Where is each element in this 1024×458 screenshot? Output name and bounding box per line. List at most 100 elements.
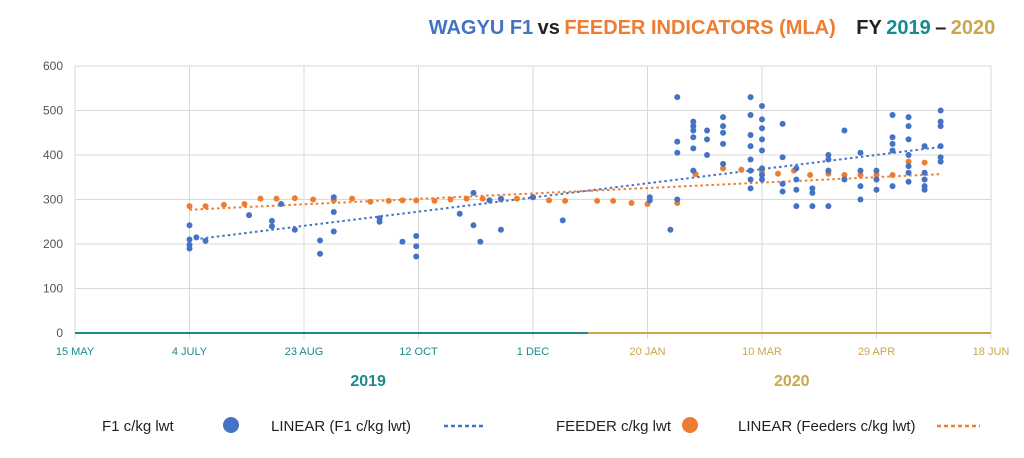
f1-point	[376, 215, 383, 222]
f1-point	[905, 123, 912, 130]
f1-point	[674, 94, 681, 101]
f1-point	[497, 226, 504, 233]
feeder-point	[447, 196, 454, 203]
f1-point	[937, 158, 944, 165]
x-tick-label: 1 DEC	[517, 346, 549, 358]
feeder-point	[367, 198, 374, 205]
legend: F1 c/kg lwt LINEAR (F1 c/kg lwt) FEEDER …	[102, 417, 980, 435]
f1-point	[905, 114, 912, 121]
legend-feeder-linear-label: LINEAR (Feeders c/kg lwt)	[738, 418, 916, 435]
f1-point	[779, 188, 786, 195]
fy-label-2020: 2020	[774, 373, 810, 390]
feeder-point	[431, 197, 438, 204]
x-axis-ticks: 15 MAY 4 JULY 23 AUG 12 OCT 1 DEC 20 JAN 10 MA…	[56, 346, 1010, 358]
feeder-point	[738, 166, 745, 173]
f1-point	[674, 196, 681, 203]
f1-point	[759, 176, 765, 183]
feeder-point	[905, 158, 912, 165]
feeder-point	[399, 197, 406, 204]
feeder-point	[273, 195, 280, 202]
f1-point	[841, 127, 848, 134]
x-tick-label: 23 AUG	[285, 346, 324, 358]
f1-point	[747, 131, 754, 138]
f1-point	[202, 237, 209, 244]
f1-point	[905, 169, 912, 176]
f1-point	[186, 241, 193, 248]
f1-point	[759, 172, 765, 179]
f1-point	[905, 152, 912, 158]
feeder-point	[413, 197, 420, 204]
title-wagyu: WAGYU F1	[429, 17, 533, 39]
feeder-point	[202, 203, 209, 210]
feeder-point	[889, 172, 896, 179]
feeder-point	[546, 197, 553, 204]
f1-point	[889, 111, 896, 118]
feeder-point	[562, 197, 569, 204]
feeder-point	[857, 172, 864, 179]
f1-point	[759, 125, 765, 132]
f1-point	[889, 140, 896, 147]
f1-point	[456, 210, 463, 217]
feeder-point	[720, 165, 727, 172]
feeder-point	[610, 197, 617, 204]
f1-point	[486, 197, 493, 204]
feeder-point	[310, 196, 317, 203]
x-tick-label: 4 JULY	[172, 346, 208, 358]
f1-point	[317, 237, 324, 244]
f1-point	[720, 114, 727, 121]
feeder-point	[921, 159, 928, 166]
trendline	[189, 173, 941, 211]
f1-point	[921, 143, 928, 150]
x-tick-label: 18 JUN	[973, 346, 1010, 358]
f1-point	[889, 147, 896, 154]
f1-point	[747, 185, 754, 192]
f1-point	[747, 111, 754, 118]
f1-point	[779, 180, 786, 187]
f1-point	[857, 167, 864, 174]
feeder-point	[841, 172, 848, 179]
f1-point	[857, 183, 864, 190]
x-tick-label: 15 MAY	[56, 346, 95, 358]
f1-point	[674, 138, 681, 145]
f1-point	[317, 250, 324, 257]
f1-point	[889, 183, 896, 190]
f1-point	[873, 167, 880, 174]
x-tick-label: 20 JAN	[629, 346, 665, 358]
f1-point	[793, 176, 800, 183]
f1-point	[690, 127, 697, 134]
feeder-point	[385, 197, 392, 204]
f1-point	[825, 152, 832, 158]
title-year-2020: 2020	[951, 17, 996, 39]
f1-point	[759, 165, 765, 172]
f1-point	[937, 154, 944, 161]
f1-point	[747, 167, 754, 174]
f1-point	[330, 208, 337, 215]
f1-point	[246, 212, 253, 219]
y-tick-label: 200	[43, 237, 63, 251]
y-tick-label: 400	[43, 148, 63, 162]
feeder-point	[775, 170, 782, 177]
x-tick-label: 12 OCT	[399, 346, 438, 358]
f1-point	[793, 165, 800, 172]
f1-point	[747, 94, 754, 101]
feeder-point	[220, 201, 227, 208]
legend-feeder-marker	[682, 417, 698, 433]
legend-feeder-label: FEEDER c/kg lwt	[556, 418, 672, 435]
f1-point	[905, 178, 912, 185]
f1-point	[330, 194, 337, 201]
f1-point	[268, 217, 275, 224]
f1-point	[937, 123, 944, 130]
title-fy: FY	[856, 17, 882, 39]
y-tick-label: 0	[56, 326, 63, 340]
title-feeder: FEEDER INDICATORS (MLA)	[564, 17, 835, 39]
x-tick-label: 10 MAR	[742, 346, 782, 358]
f1-point	[278, 200, 285, 207]
f1-point	[690, 123, 697, 130]
x-tick-label: 29 APR	[858, 346, 895, 358]
title-dash: –	[935, 17, 946, 39]
f1-point	[690, 134, 697, 141]
f1-point	[747, 156, 754, 163]
f1-point	[747, 176, 754, 183]
f1-point	[825, 203, 832, 210]
